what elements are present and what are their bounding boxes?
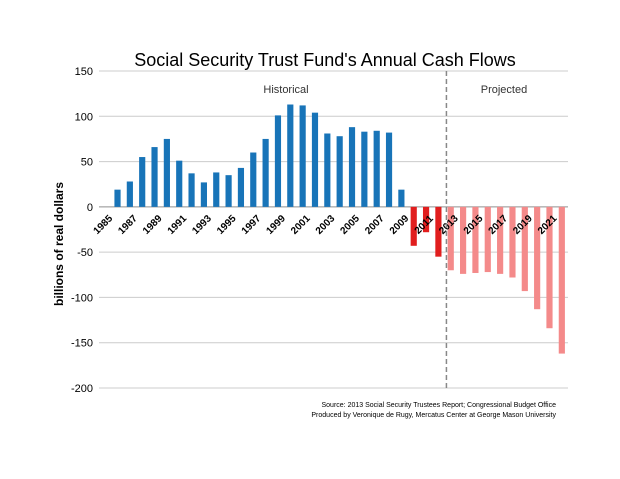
y-tick-label: -200 (71, 383, 93, 395)
bar-2009 (398, 189, 405, 207)
y-tick-label: 50 (81, 157, 93, 169)
bar-1997 (250, 152, 257, 207)
bar-1999 (274, 115, 282, 207)
x-tick-label: 2001 (289, 213, 313, 237)
bar-1991 (176, 160, 183, 207)
y-tick-label: -150 (71, 338, 93, 350)
bar-2021 (546, 206, 553, 329)
bar-1992 (188, 173, 195, 207)
bar-2010 (410, 206, 417, 246)
bar-2000 (287, 104, 294, 207)
y-axis-label: billions of real dollars (52, 182, 66, 306)
bar-2014 (460, 206, 467, 274)
bar-2017 (497, 206, 504, 274)
bar-2016 (484, 206, 491, 273)
y-tick-label: -50 (77, 247, 93, 259)
bars (114, 104, 565, 354)
y-tick-label: 0 (87, 202, 93, 214)
bar-2008 (385, 132, 393, 207)
bar-2001 (299, 105, 306, 207)
bar-2005 (348, 127, 356, 207)
bar-2013 (447, 206, 454, 271)
x-tick-label: 1987 (116, 213, 140, 237)
bar-1993 (200, 182, 207, 207)
x-tick-label: 1991 (166, 213, 190, 237)
chart-title: Social Security Trust Fund's Annual Cash… (134, 50, 516, 70)
x-tick-label: 2005 (338, 213, 362, 237)
bar-2018 (509, 206, 516, 278)
y-tick-label: 150 (75, 66, 93, 78)
x-tick-label: 1997 (240, 213, 264, 237)
bar-2011 (422, 206, 430, 233)
bar-1994 (213, 172, 220, 207)
historical-label: Historical (263, 84, 308, 96)
x-tick-label: 2007 (363, 213, 387, 237)
bar-2012 (435, 206, 442, 257)
bar-2019 (521, 206, 528, 292)
bar-1987 (126, 181, 133, 207)
source-line-1: Source: 2013 Social Security Trustees Re… (322, 402, 557, 409)
bar-2003 (324, 133, 331, 207)
projected-label: Projected (481, 84, 527, 96)
x-tick-label: 2009 (388, 213, 412, 237)
x-tick-label: 1985 (92, 213, 116, 237)
bar-1988 (139, 157, 146, 207)
bar-2002 (311, 112, 319, 207)
y-tick-label: -100 (71, 292, 93, 304)
bar-2015 (472, 206, 479, 273)
x-tick-label: 2003 (314, 213, 338, 237)
bar-2020 (534, 206, 541, 310)
bar-1990 (163, 138, 170, 207)
y-axis-ticks: 150 100 50 0 -50 -100 -150 -200 (71, 66, 93, 395)
bar-1996 (237, 167, 245, 207)
x-tick-label: 1989 (141, 213, 165, 237)
y-tick-label: 100 (75, 111, 93, 123)
x-tick-label: 1995 (215, 213, 239, 237)
bar-1998 (262, 138, 269, 207)
x-tick-label: 1993 (190, 213, 214, 237)
bar-2006 (361, 131, 368, 207)
bar-1995 (225, 175, 232, 207)
bar-2004 (336, 136, 343, 207)
bar-2007 (373, 130, 380, 207)
bar-2022 (558, 206, 565, 354)
bar-1986 (114, 189, 121, 207)
bar-1989 (151, 147, 158, 207)
x-tick-label: 1999 (264, 213, 288, 237)
source-line-2: Produced by Veronique de Rugy, Mercatus … (311, 412, 556, 419)
